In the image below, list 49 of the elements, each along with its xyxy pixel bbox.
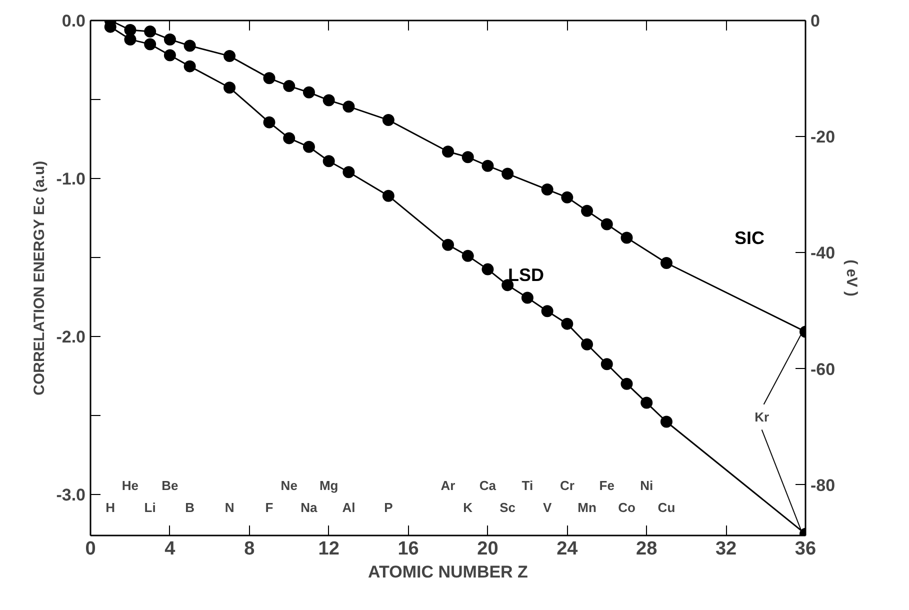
x-tick-label: 16 (398, 538, 419, 560)
annotation: He (122, 478, 139, 493)
y2-axis-title: ( eV ) (843, 260, 860, 296)
y2-tick-label: -40 (810, 244, 836, 263)
x-tick-label: 28 (636, 538, 658, 560)
series-label: LSD (508, 264, 544, 285)
annotation: Cu (658, 500, 676, 515)
annotation: Ca (479, 478, 497, 493)
x-tick-label: 4 (164, 538, 176, 560)
annotation: Ni (640, 478, 654, 493)
x-tick-label: 8 (244, 538, 255, 560)
x-tick-label: 24 (556, 538, 578, 560)
annotation: Mg (319, 478, 338, 493)
annotation: Fe (599, 478, 614, 493)
annotation: Sc (500, 500, 516, 515)
y-tick-label: -3.0 (56, 485, 86, 504)
y-tick-label: -2.0 (56, 327, 86, 346)
annotation: Cr (560, 478, 574, 493)
annotation: Li (144, 500, 156, 515)
annotation: V (542, 500, 552, 515)
y2-tick-label: 0 (810, 12, 820, 30)
x-tick-label: 12 (318, 538, 340, 560)
annotation: Al (342, 500, 356, 515)
y-tick-label: -1.0 (56, 169, 86, 188)
annotation: Ne (280, 478, 298, 493)
annotation: H (106, 500, 116, 515)
x-axis-title: ATOMIC NUMBER Z (368, 562, 528, 582)
y2-tick-label: -80 (810, 476, 836, 495)
x-tick-label: 36 (794, 538, 816, 560)
annotation: N (224, 500, 234, 515)
annotation: F (265, 500, 274, 515)
annotation: Co (618, 500, 636, 515)
annotation: P (384, 500, 394, 515)
text: SIC (734, 228, 764, 248)
y2-tick-label: -20 (810, 128, 836, 147)
x-tick-label: 32 (715, 538, 737, 560)
x-tick-label: 0 (85, 538, 96, 560)
annotation: Ti (522, 478, 534, 493)
annotation: K (463, 500, 474, 515)
annotation: Be (162, 478, 178, 493)
y-axis-title: CORRELATION ENERGY Ec (a.u) (31, 160, 48, 396)
annotation: Kr (754, 410, 770, 425)
annotation: Ar (440, 478, 456, 493)
x-tick-label: 20 (477, 538, 498, 560)
y2-tick-label: -60 (810, 360, 836, 379)
y-tick-label: 0.0 (62, 12, 86, 30)
annotation: Na (300, 500, 318, 515)
annotation: B (185, 500, 194, 515)
annotation: Mn (578, 500, 596, 515)
